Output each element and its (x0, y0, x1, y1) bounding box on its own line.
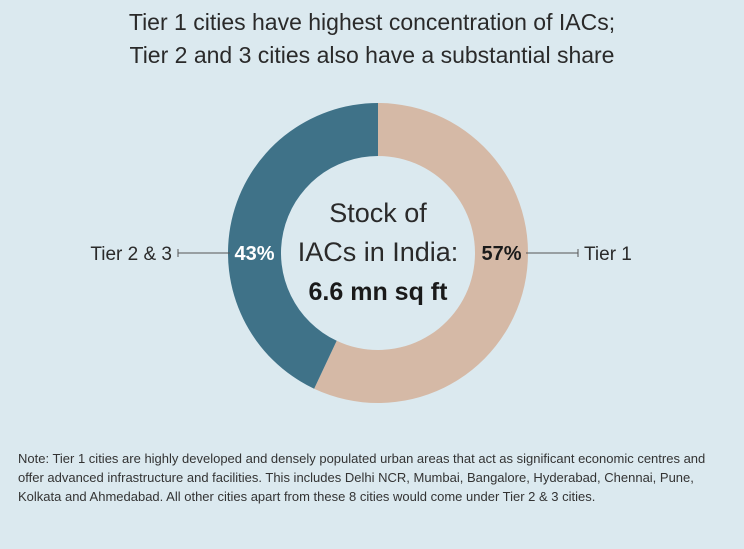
chart-title-line-2: Tier 2 and 3 cities also have a substant… (129, 42, 615, 68)
donut-slices (227, 103, 528, 403)
slice-tier-1 (314, 103, 528, 403)
chart-title: Tier 1 cities have highest concentration… (0, 6, 744, 72)
donut-labels: 57% Tier 1 43% Tier 2 & 3 (90, 243, 632, 265)
center-text-line-2: IACs in India: (298, 237, 459, 267)
slice-tier-2-3 (227, 103, 378, 389)
slice-category-label: Tier 1 (584, 244, 632, 265)
slice-value-label: 57% (481, 243, 521, 265)
center-text-line-3: 6.6 mn sq ft (309, 278, 449, 306)
donut-chart: 57% Tier 1 43% Tier 2 & 3 Stock of IACs in … (90, 103, 632, 403)
footnote: Note: Tier 1 cities are highly developed… (18, 451, 706, 504)
center-text-line-1: Stock of (329, 198, 427, 228)
chart-title-line-1: Tier 1 cities have highest concentration… (128, 9, 616, 35)
slice-category-label: Tier 2 & 3 (90, 244, 172, 265)
slice-value-label: 43% (234, 243, 274, 265)
